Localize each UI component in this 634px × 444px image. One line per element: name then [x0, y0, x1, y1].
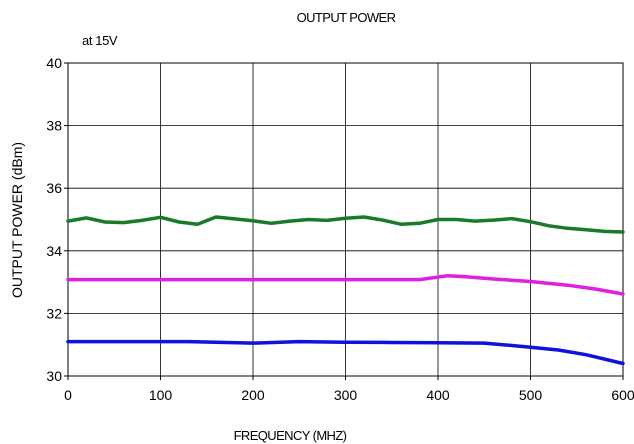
x-tick-label: 0 — [64, 387, 72, 403]
y-axis-label: OUTPUT POWER (dBm) — [9, 142, 25, 298]
y-tick-label: 40 — [46, 55, 62, 71]
series-line-3 — [66, 339, 625, 366]
x-tick-label: 600 — [611, 387, 634, 403]
x-tick-label: 500 — [519, 387, 543, 403]
y-tick-label: 34 — [46, 243, 62, 259]
grid — [64, 62, 624, 380]
x-tick-label: 400 — [426, 387, 450, 403]
y-tick-label: 32 — [46, 305, 62, 321]
chart-title: OUTPUT POWER — [297, 10, 396, 25]
y-tick-labels: 30 32 34 36 38 40 — [46, 55, 62, 384]
chart-annotation: at 15V — [82, 33, 118, 48]
x-tick-labels: 0 100 200 300 400 500 600 — [64, 387, 634, 403]
series-layer — [66, 215, 625, 366]
x-tick-label: 200 — [241, 387, 265, 403]
y-tick-label: 38 — [46, 118, 62, 134]
x-axis-label: FREQUENCY (MHZ) — [234, 428, 347, 443]
series-line-1 — [66, 215, 625, 234]
y-tick-label: 36 — [46, 180, 62, 196]
y-tick-label: 30 — [46, 368, 62, 384]
series-line-2 — [66, 274, 625, 296]
x-tick-label: 100 — [149, 387, 173, 403]
x-tick-label: 300 — [334, 387, 358, 403]
